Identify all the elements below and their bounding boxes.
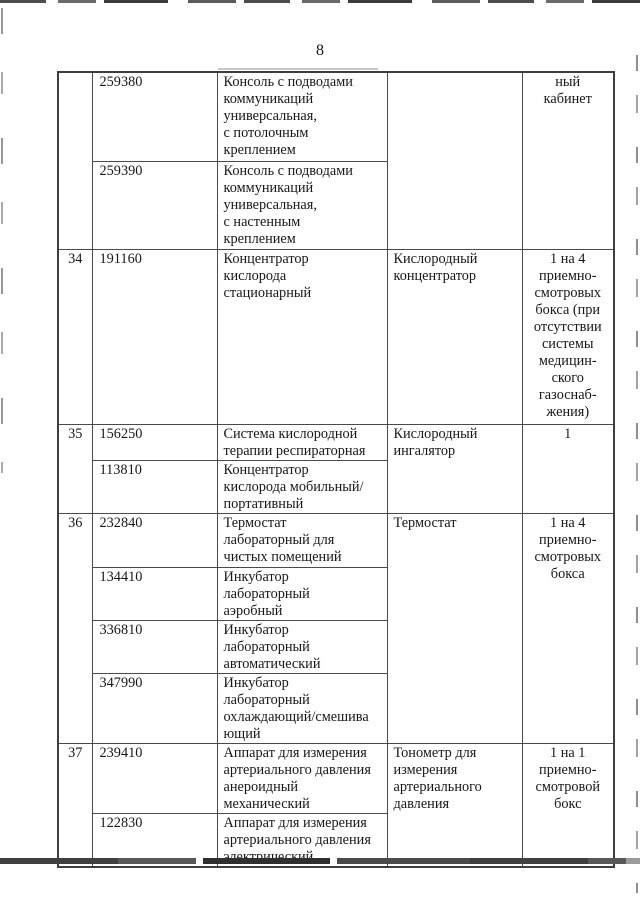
cell-code: 156250 — [91, 423, 218, 461]
cell-code: 347990 — [91, 672, 218, 744]
cell-name: Термостат лабораторный для чистых помеще… — [216, 512, 388, 568]
cell-rownum — [57, 71, 93, 250]
cell-qty: 1 — [521, 423, 615, 514]
cell-code: 336810 — [91, 619, 218, 674]
cell-code: 232840 — [91, 512, 218, 568]
cell-name: Концентратор кислорода мобильный/ портат… — [216, 459, 388, 514]
cell-type: Кислородный концентратор — [386, 248, 523, 425]
cell-qty: 1 на 4 приемно- смотровых бокса — [521, 512, 615, 744]
cell-rownum: 37 — [57, 742, 93, 867]
cell-qty: 1 на 4 приемно- смотровых бокса (при отс… — [521, 248, 615, 425]
table-row: 259390 Консоль с подводами коммуникаций … — [58, 160, 614, 250]
scan-artifact-left-edge — [1, 8, 3, 473]
table-row: 134410 Инкубатор лабораторный аэробный — [58, 566, 614, 621]
page-number: 8 — [316, 42, 324, 59]
cell-name: Аппарат для измерения артериального давл… — [216, 812, 388, 867]
cell-type: Кислородный ингалятор — [386, 423, 523, 514]
cell-name: Инкубатор лабораторный автоматический — [216, 619, 388, 674]
cell-name: Инкубатор лабораторный охлаждающий/смеши… — [216, 672, 388, 744]
cell-rownum: 35 — [57, 423, 93, 514]
cell-rownum: 36 — [57, 512, 93, 744]
table-row: 35 156250 Система кислородной терапии ре… — [57, 423, 615, 514]
scan-artifact-smudge — [218, 68, 378, 70]
cell-rownum: 34 — [57, 248, 93, 425]
cell-name: Аппарат для измерения артериального давл… — [216, 742, 388, 814]
table-row: 113810 Концентратор кислорода мобильный/… — [58, 459, 614, 514]
scan-artifact-bottom-tail — [626, 858, 640, 864]
cell-code: 134410 — [91, 566, 218, 621]
cell-name: Концентратор кислорода стационарный — [216, 248, 388, 425]
cell-code: 239410 — [91, 742, 218, 814]
cell-code: 191160 — [91, 248, 218, 425]
cell-name: Консоль с подводами коммуникаций универс… — [216, 71, 388, 162]
table-row: 34 191160 Концентратор кислорода стацион… — [57, 248, 615, 425]
cell-type: Тонометр для измерения артериального дав… — [386, 742, 523, 867]
table-row: 122830 Аппарат для измерения артериально… — [58, 812, 614, 867]
cell-code: 122830 — [91, 812, 218, 867]
cell-name: Инкубатор лабораторный аэробный — [216, 566, 388, 621]
cell-code: 259390 — [91, 160, 218, 250]
table-row: 259380 Консоль с подводами коммуникаций … — [57, 71, 615, 250]
cell-type: Термостат — [386, 512, 523, 744]
cell-code: 113810 — [91, 459, 218, 514]
cell-name: Консоль с подводами коммуникаций универс… — [216, 160, 388, 250]
equipment-table: 259380 Консоль с подводами коммуникаций … — [57, 71, 615, 868]
cell-type — [386, 71, 523, 250]
table-row: 347990 Инкубатор лабораторный охлаждающи… — [58, 672, 614, 744]
cell-code: 259380 — [91, 71, 218, 162]
table-row: 336810 Инкубатор лабораторный автоматиче… — [58, 619, 614, 674]
cell-name: Система кислородной терапии респираторна… — [216, 423, 388, 461]
cell-qty: ный кабинет — [521, 71, 615, 250]
cell-qty: 1 на 1 приемно- смотровой бокс — [521, 742, 615, 867]
table-row: 37 239410 Аппарат для измерения артериал… — [57, 742, 615, 867]
scan-artifact-right-edge — [636, 55, 638, 893]
scan-artifact-top-edge — [0, 0, 640, 3]
table-row: 36 232840 Термостат лабораторный для чис… — [57, 512, 615, 744]
